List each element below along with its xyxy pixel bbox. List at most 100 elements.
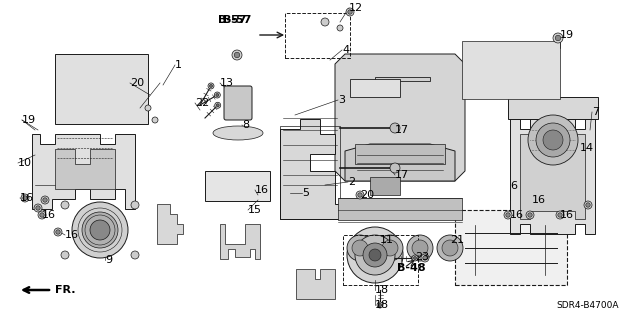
Polygon shape (220, 224, 260, 259)
Circle shape (214, 92, 220, 98)
Text: 11: 11 (380, 235, 394, 245)
Circle shape (72, 202, 128, 258)
Circle shape (131, 251, 139, 259)
Bar (370, 177, 400, 195)
Circle shape (208, 83, 214, 89)
Circle shape (377, 235, 403, 261)
Text: 17: 17 (395, 170, 409, 180)
Circle shape (369, 249, 381, 261)
Polygon shape (345, 144, 455, 181)
Circle shape (90, 220, 110, 240)
Text: 6: 6 (510, 181, 517, 191)
Polygon shape (157, 204, 183, 244)
Polygon shape (508, 97, 598, 119)
Text: 10: 10 (18, 158, 32, 168)
Circle shape (216, 104, 220, 107)
Circle shape (346, 8, 354, 16)
Circle shape (553, 33, 563, 43)
Circle shape (528, 213, 532, 217)
Text: 17: 17 (395, 125, 409, 135)
Circle shape (442, 240, 458, 256)
Ellipse shape (213, 126, 263, 140)
Circle shape (504, 211, 512, 219)
Polygon shape (350, 79, 400, 97)
Polygon shape (32, 134, 135, 209)
Circle shape (356, 191, 364, 199)
Text: 18: 18 (375, 285, 389, 295)
Circle shape (543, 130, 563, 150)
Circle shape (321, 18, 329, 26)
Circle shape (348, 10, 352, 14)
Circle shape (378, 303, 381, 307)
Bar (338, 198, 462, 220)
Circle shape (437, 235, 463, 261)
Circle shape (145, 105, 151, 111)
Circle shape (584, 201, 592, 209)
Text: 2: 2 (348, 177, 355, 187)
Text: 14: 14 (580, 143, 594, 153)
Polygon shape (296, 269, 335, 299)
Circle shape (43, 198, 47, 202)
Circle shape (506, 213, 510, 217)
Circle shape (209, 85, 212, 87)
Circle shape (377, 302, 383, 308)
Circle shape (36, 206, 40, 210)
Text: 3: 3 (338, 95, 345, 105)
Polygon shape (280, 119, 345, 219)
Circle shape (556, 211, 564, 219)
Text: FR.: FR. (55, 285, 76, 295)
Circle shape (347, 227, 403, 283)
Text: 16: 16 (255, 185, 269, 195)
Circle shape (21, 194, 29, 202)
Circle shape (152, 117, 158, 123)
Circle shape (412, 255, 418, 261)
Circle shape (352, 240, 368, 256)
Polygon shape (520, 134, 585, 219)
Circle shape (34, 204, 42, 212)
Circle shape (536, 123, 570, 157)
Circle shape (216, 93, 219, 97)
Bar (455, 210, 567, 285)
Text: 7: 7 (592, 107, 599, 117)
Text: 9: 9 (105, 255, 112, 265)
Text: 16: 16 (532, 195, 546, 205)
Circle shape (528, 115, 578, 165)
Text: 18: 18 (375, 300, 389, 310)
Circle shape (41, 196, 49, 204)
Circle shape (390, 123, 400, 133)
Circle shape (421, 254, 429, 262)
Circle shape (54, 228, 62, 236)
Circle shape (337, 25, 343, 31)
Circle shape (355, 235, 395, 275)
Circle shape (82, 212, 118, 248)
Polygon shape (335, 54, 465, 181)
Text: 12: 12 (349, 3, 363, 13)
Text: 1: 1 (175, 60, 182, 70)
Circle shape (232, 50, 242, 60)
Circle shape (61, 201, 69, 209)
Circle shape (234, 52, 240, 58)
Text: B-57: B-57 (218, 15, 246, 25)
Circle shape (40, 213, 44, 217)
Text: 15: 15 (248, 205, 262, 215)
Polygon shape (510, 119, 595, 234)
Text: 5: 5 (302, 188, 309, 198)
Circle shape (556, 35, 561, 41)
Text: SDR4-B4700A: SDR4-B4700A (556, 300, 618, 309)
Text: 23: 23 (415, 252, 429, 262)
Circle shape (407, 235, 433, 261)
Circle shape (382, 240, 398, 256)
Text: 4: 4 (342, 45, 349, 55)
Circle shape (38, 211, 46, 219)
Circle shape (61, 251, 69, 259)
Circle shape (131, 201, 139, 209)
Polygon shape (55, 54, 148, 124)
Text: 19: 19 (22, 115, 36, 125)
Text: 22: 22 (195, 98, 209, 108)
Text: 16: 16 (65, 230, 79, 240)
Text: 19: 19 (560, 30, 574, 40)
Text: B-57: B-57 (223, 15, 252, 25)
Text: 20: 20 (360, 190, 374, 200)
Circle shape (412, 240, 428, 256)
Text: 20: 20 (130, 78, 144, 88)
